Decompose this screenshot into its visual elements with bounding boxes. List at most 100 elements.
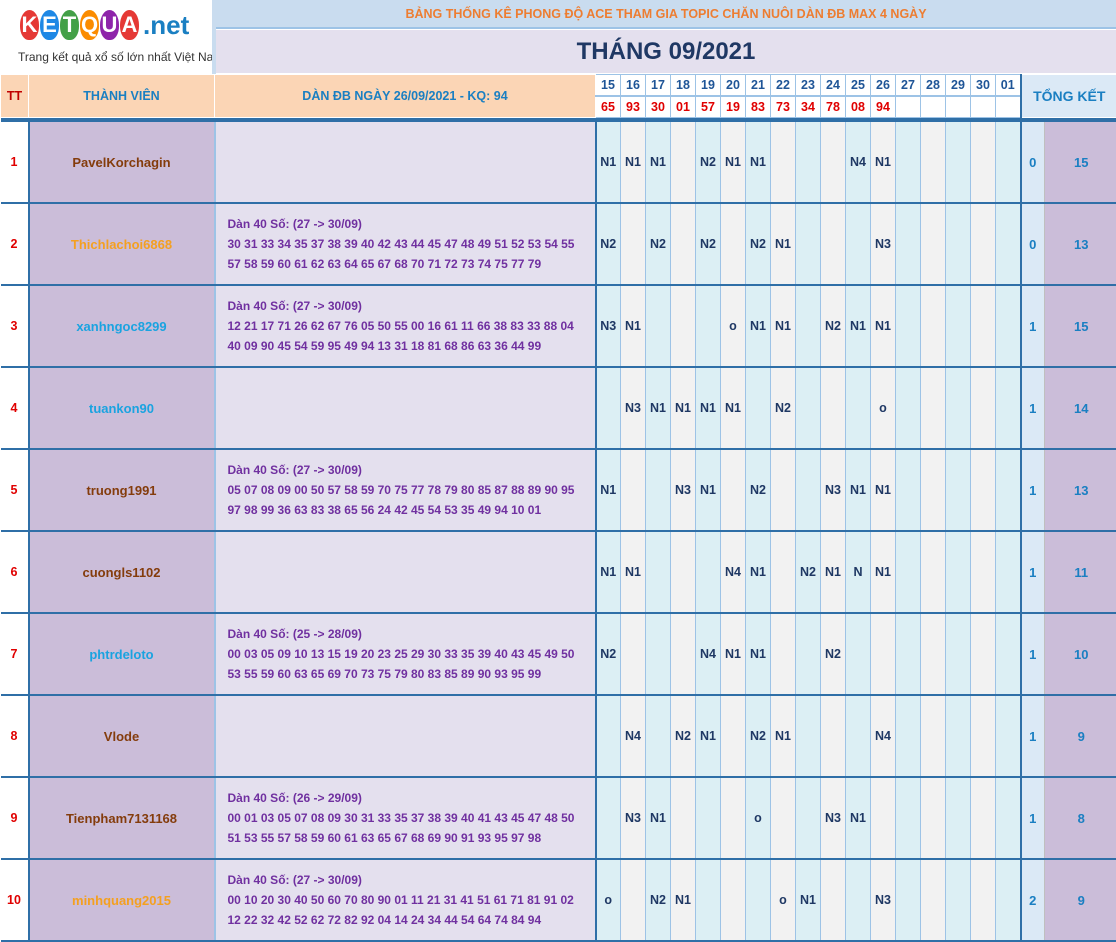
mark-cell: N3 xyxy=(871,859,896,941)
logo-suffix: .net xyxy=(143,10,189,41)
mark-cell: N2 xyxy=(671,695,696,777)
mark-cell: o xyxy=(721,285,746,367)
mark-cell xyxy=(971,367,996,449)
member-name[interactable]: Thichlachoi6868 xyxy=(29,203,215,285)
date-header: 23 xyxy=(796,75,821,97)
date-header: 30 xyxy=(971,75,996,97)
mark-cell xyxy=(921,203,946,285)
mark-cell xyxy=(721,449,746,531)
mark-cell xyxy=(921,285,946,367)
mark-cell xyxy=(971,531,996,613)
mark-cell: N1 xyxy=(871,285,896,367)
mark-cell xyxy=(996,203,1021,285)
mark-cell: N4 xyxy=(846,122,871,203)
mark-cell xyxy=(696,531,721,613)
dan-line: 97 98 99 36 63 83 38 65 56 24 42 45 54 5… xyxy=(228,500,595,520)
member-name[interactable]: Tienpham7131168 xyxy=(29,777,215,859)
result-cell xyxy=(896,96,921,118)
result-cell: 83 xyxy=(746,96,771,118)
mark-cell xyxy=(771,122,796,203)
member-name[interactable]: phtrdeloto xyxy=(29,613,215,695)
mark-cell: N1 xyxy=(596,449,621,531)
mark-cell xyxy=(746,367,771,449)
date-header: 28 xyxy=(921,75,946,97)
dan-cell xyxy=(215,531,596,613)
mark-cell xyxy=(596,695,621,777)
month-title: THÁNG 09/2021 xyxy=(216,30,1116,73)
summary-count: 1 xyxy=(1021,613,1045,695)
summary-count: 0 xyxy=(1021,122,1045,203)
mark-cell xyxy=(796,695,821,777)
member-name[interactable]: truong1991 xyxy=(29,449,215,531)
summary-count: 1 xyxy=(1021,531,1045,613)
result-cell: 08 xyxy=(846,96,871,118)
mark-cell xyxy=(996,285,1021,367)
date-header: 25 xyxy=(846,75,871,97)
mark-cell: N1 xyxy=(771,695,796,777)
mark-cell xyxy=(771,777,796,859)
dan-line: Dàn 40 Số: (27 -> 30/09) xyxy=(228,214,595,234)
mark-cell: o xyxy=(746,777,771,859)
dan-line: 00 01 03 05 07 08 09 30 31 33 35 37 38 3… xyxy=(228,808,595,828)
mark-cell xyxy=(621,613,646,695)
mark-cell xyxy=(821,122,846,203)
mark-cell xyxy=(696,859,721,941)
date-header: 20 xyxy=(721,75,746,97)
member-name[interactable]: cuongls1102 xyxy=(29,531,215,613)
mark-cell: N1 xyxy=(621,122,646,203)
mark-cell: N4 xyxy=(696,613,721,695)
date-header: 17 xyxy=(646,75,671,97)
mark-cell xyxy=(996,367,1021,449)
result-cell: 78 xyxy=(821,96,846,118)
result-cell: 57 xyxy=(696,96,721,118)
mark-cell xyxy=(896,285,921,367)
row-index: 5 xyxy=(1,449,29,531)
mark-cell: o xyxy=(771,859,796,941)
mark-cell: N3 xyxy=(671,449,696,531)
member-name[interactable]: minhquang2015 xyxy=(29,859,215,941)
result-cell: 65 xyxy=(596,96,621,118)
mark-cell xyxy=(996,122,1021,203)
summary-count: 1 xyxy=(1021,367,1045,449)
mark-cell: N1 xyxy=(746,613,771,695)
mark-cell: N2 xyxy=(746,695,771,777)
dan-cell: Dàn 40 Số: (27 -> 30/09)30 31 33 34 35 3… xyxy=(215,203,596,285)
dan-line: 30 31 33 34 35 37 38 39 40 42 43 44 45 4… xyxy=(228,234,595,254)
member-name[interactable]: xanhngoc8299 xyxy=(29,285,215,367)
mark-cell: N1 xyxy=(846,449,871,531)
dan-cell xyxy=(215,122,596,203)
mark-cell xyxy=(946,203,971,285)
mark-cell: N3 xyxy=(621,367,646,449)
member-name[interactable]: tuankon90 xyxy=(29,367,215,449)
result-cell: 19 xyxy=(721,96,746,118)
mark-cell: N2 xyxy=(746,449,771,531)
row-index: 1 xyxy=(1,122,29,203)
mark-cell xyxy=(946,777,971,859)
result-cell xyxy=(996,96,1021,118)
member-name[interactable]: PavelKorchagin xyxy=(29,122,215,203)
mark-cell xyxy=(696,285,721,367)
dan-cell: Dàn 40 Số: (27 -> 30/09)00 10 20 30 40 5… xyxy=(215,859,596,941)
mark-cell: N1 xyxy=(646,122,671,203)
date-header: 27 xyxy=(896,75,921,97)
mark-cell xyxy=(846,859,871,941)
mark-cell: N1 xyxy=(646,367,671,449)
mark-cell xyxy=(671,613,696,695)
summary-count: 1 xyxy=(1021,777,1045,859)
mark-cell xyxy=(896,203,921,285)
mark-cell xyxy=(896,777,921,859)
mark-cell xyxy=(971,122,996,203)
mark-cell xyxy=(721,777,746,859)
result-cell: 73 xyxy=(771,96,796,118)
member-name[interactable]: Vlode xyxy=(29,695,215,777)
result-cell: 94 xyxy=(871,96,896,118)
summary-total: 15 xyxy=(1045,122,1116,203)
mark-cell xyxy=(596,367,621,449)
logo-letter: U xyxy=(100,10,119,40)
mark-cell xyxy=(921,449,946,531)
